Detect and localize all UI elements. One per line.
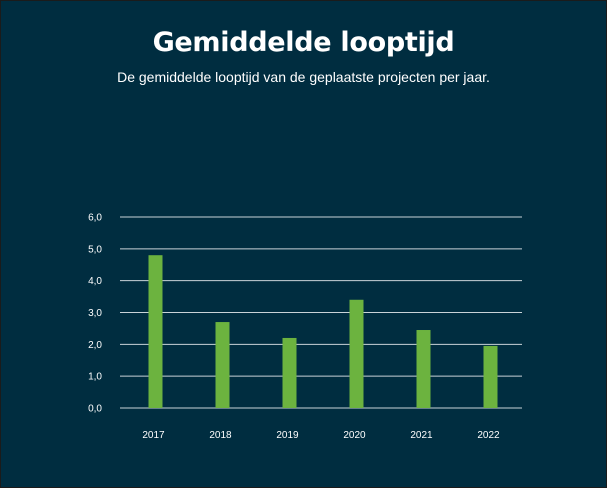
y-tick-label: 3,0 <box>88 308 102 319</box>
bar <box>416 330 431 408</box>
bar <box>483 345 498 408</box>
x-tick-label: 2018 <box>209 430 232 441</box>
chart-subtitle: De gemiddelde looptijd van de geplaatste… <box>117 69 490 85</box>
y-tick-label: 0,0 <box>88 404 102 415</box>
x-tick-label: 2017 <box>142 430 165 441</box>
x-tick-label: 2021 <box>410 430 433 441</box>
chart-title: Gemiddelde looptijd <box>152 27 455 58</box>
bar <box>215 322 230 408</box>
y-tick-label: 2,0 <box>88 340 102 351</box>
y-tick-label: 1,0 <box>88 372 102 383</box>
bar <box>148 255 163 408</box>
y-tick-label: 5,0 <box>88 244 102 255</box>
bar <box>282 337 297 408</box>
x-tick-label: 2020 <box>343 430 366 441</box>
x-tick-label: 2022 <box>477 430 500 441</box>
x-tick-label: 2019 <box>276 430 299 441</box>
y-tick-label: 6,0 <box>88 213 102 224</box>
y-tick-label: 4,0 <box>88 276 102 287</box>
bar <box>349 299 364 408</box>
